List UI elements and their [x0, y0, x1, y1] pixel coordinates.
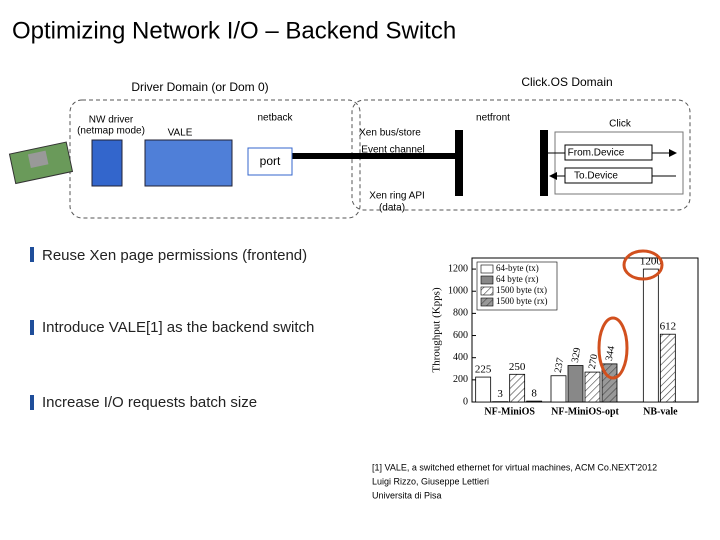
channel-end [540, 130, 548, 196]
bar [584, 371, 601, 403]
legend-swatch [480, 297, 494, 307]
label: From.Device [568, 148, 625, 159]
legend-swatch [480, 286, 494, 296]
bar [567, 365, 584, 403]
footnote: Luigi Rizzo, Giuseppe Lettieri [372, 476, 489, 486]
legend-swatch [480, 275, 494, 285]
bar [550, 375, 567, 403]
data-label: 237 [553, 357, 566, 374]
legend-label: 64-byte (tx) [496, 263, 539, 273]
channel-bar [290, 153, 455, 159]
bullet: Introduce VALE[1] as the backend switch [42, 319, 314, 336]
data-label: 329 [570, 347, 583, 364]
data-label: 3 [497, 388, 503, 400]
label: (netmap mode) [77, 126, 145, 137]
label: netfront [476, 113, 510, 124]
bullet: Reuse Xen page permissions (frontend) [42, 247, 307, 264]
x-tick-label: NF-MiniOS-opt [551, 406, 619, 417]
bullet-marker [30, 320, 34, 335]
bullet: Increase I/O requests batch size [42, 394, 257, 411]
y-tick-label: 1000 [448, 286, 468, 297]
x-tick-label: NF-MiniOS [484, 406, 535, 417]
legend-label: 1500 byte (tx) [496, 285, 547, 295]
domain-label: Driver Domain (or Dom 0) [131, 80, 268, 94]
label: Xen ring API [369, 191, 425, 202]
y-tick-label: 1200 [448, 263, 468, 274]
legend-swatch [480, 264, 494, 274]
driver-box [91, 139, 123, 187]
label: Click [609, 119, 632, 130]
footnote: Universita di Pisa [372, 490, 442, 500]
bullet-marker [30, 247, 34, 262]
footnote: [1] VALE, a switched ethernet for virtua… [372, 462, 657, 472]
slide-title: Optimizing Network I/O – Backend Switch [12, 17, 456, 44]
vale-box [144, 139, 233, 187]
label: (data) [379, 203, 405, 214]
port-box [247, 147, 293, 176]
y-tick-label: 600 [453, 330, 468, 341]
label: netback [257, 113, 293, 124]
chart: 0 200 400 600 800 1000 1200 NF-MiniOS 225 3 250 8 NF… [448, 256, 699, 417]
label: NW driver [89, 115, 134, 126]
data-label: 225 [475, 364, 492, 376]
click-box [554, 131, 684, 195]
bar [659, 333, 676, 403]
label: To.Device [574, 171, 618, 182]
bar [642, 268, 659, 403]
y-tick-label: 200 [453, 374, 468, 385]
channel-end [455, 130, 463, 196]
highlight [597, 316, 629, 380]
data-label: 8 [531, 388, 537, 400]
nic-card [8, 141, 74, 185]
bar [526, 400, 543, 403]
label: Xen bus/store [359, 128, 421, 139]
highlight [622, 249, 664, 281]
data-label: 250 [509, 361, 526, 373]
data-label: 344 [604, 345, 617, 362]
label: port [260, 154, 281, 168]
y-axis-label: Throughput (Kpps) [431, 287, 443, 373]
label: Event channel [361, 145, 424, 156]
domain-label: Click.OS Domain [521, 75, 612, 89]
y-tick-label: 400 [453, 352, 468, 363]
x-tick-label: NB-vale [643, 406, 678, 417]
y-tick-label: 800 [453, 308, 468, 319]
data-label: 1200 [640, 256, 663, 268]
y-tick-label: 0 [463, 396, 468, 407]
legend-label: 64 byte (rx) [496, 274, 539, 284]
label: VALE [168, 128, 193, 139]
bullet-marker [30, 395, 34, 410]
bar [509, 373, 526, 403]
data-label: 270 [587, 353, 600, 370]
legend-label: 1500 byte (rx) [496, 296, 548, 306]
data-label: 612 [660, 321, 677, 333]
bar [475, 376, 492, 403]
